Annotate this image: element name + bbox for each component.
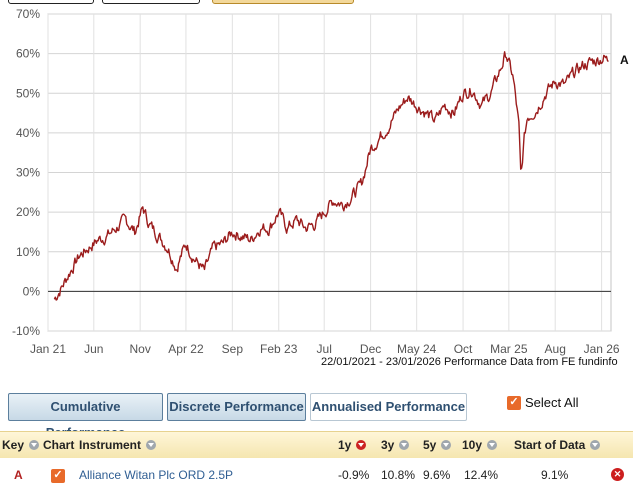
y-tick-label: 30% (16, 166, 40, 180)
top-button-1[interactable] (8, 0, 94, 4)
x-tick-label: Oct (454, 342, 473, 356)
sort-arrow-icon[interactable] (590, 440, 601, 450)
x-tick-label: Aug (545, 342, 566, 356)
value-10y: 12.4% (464, 468, 499, 482)
x-tick-label: May 24 (397, 342, 437, 356)
x-tick-label: Jul (317, 342, 332, 356)
y-tick-label: -10% (12, 324, 40, 338)
header-1y[interactable]: 1y (338, 438, 367, 452)
remove-icon[interactable]: ✕ (611, 468, 624, 481)
y-tick-label: 10% (16, 245, 40, 259)
tab-cumulative-performance[interactable]: Cumulative Performance (8, 393, 163, 440)
select-all-checkbox[interactable]: ✓ (507, 395, 521, 410)
row-chart-checkbox[interactable]: ✓ (51, 467, 65, 483)
sort-arrow-icon[interactable] (441, 440, 452, 450)
series-line-A (53, 51, 609, 301)
check-icon: ✓ (53, 469, 63, 481)
top-button-3[interactable] (212, 0, 354, 4)
sort-arrow-icon[interactable] (399, 440, 410, 450)
x-axis-labels: Jan 21 Jun Nov Apr 22 Sep Feb 23 Jul Dec May 24 O… (30, 342, 620, 356)
row-key: A (14, 468, 23, 482)
series-end-label: A (620, 53, 629, 67)
sort-arrow-icon[interactable] (146, 440, 157, 450)
y-tick-label: 40% (16, 126, 40, 140)
header-3y[interactable]: 3y (381, 438, 410, 452)
period-label: 22/01/2021 - 23/01/2026 Performance Data… (321, 356, 618, 368)
header-key[interactable]: Key (2, 438, 40, 452)
select-all-label: Select All (525, 395, 579, 410)
performance-chart: 70% 60% 50% 40% 30% 20% 10% 0% -10% Jan 21 Jun Nov… (12, 7, 629, 356)
y-tick-label: 0% (23, 284, 41, 298)
x-tick-label: Nov (129, 342, 150, 356)
header-5y[interactable]: 5y (423, 438, 452, 452)
header-chart[interactable]: Chart (43, 438, 75, 452)
instrument-link[interactable]: Alliance Witan Plc ORD 2.5P (79, 468, 234, 482)
y-tick-label: 20% (16, 205, 40, 219)
tab-annualised-performance[interactable]: Annualised Performance (310, 393, 467, 421)
x-tick-label: Mar 25 (490, 342, 528, 356)
y-axis-labels: 70% 60% 50% 40% 30% 20% 10% 0% -10% (12, 7, 40, 338)
chart-grid (47, 13, 611, 332)
x-tick-label: Jan 21 (30, 342, 66, 356)
value-start-of-data: 9.1% (541, 468, 569, 482)
check-icon: ✓ (509, 396, 519, 408)
y-tick-label: 70% (16, 7, 40, 21)
y-tick-label: 50% (16, 86, 40, 100)
value-3y: 10.8% (381, 468, 416, 482)
header-start-of-data[interactable]: Start of Data (514, 438, 601, 452)
tab-discrete-performance[interactable]: Discrete Performance (167, 393, 306, 421)
x-tick-label: Feb 23 (260, 342, 298, 356)
value-5y: 9.6% (423, 468, 451, 482)
x-tick-label: Jun (84, 342, 103, 356)
sort-arrow-icon[interactable] (487, 440, 498, 450)
table-header: Key Chart Instrument 1y 3y 5y 10y Start … (0, 431, 633, 459)
x-tick-label: Apr 22 (168, 342, 204, 356)
select-all-toggle[interactable]: ✓ Select All (507, 395, 578, 410)
value-1y: -0.9% (338, 468, 370, 482)
header-instrument[interactable]: Instrument (79, 438, 157, 452)
x-tick-label: Jan 26 (584, 342, 620, 356)
x-tick-label: Sep (222, 342, 244, 356)
header-10y[interactable]: 10y (462, 438, 498, 452)
sort-arrow-icon-active[interactable] (356, 440, 367, 450)
top-button-2[interactable] (102, 0, 200, 4)
sort-arrow-icon[interactable] (29, 440, 40, 450)
y-tick-label: 60% (16, 47, 40, 61)
x-tick-label: Dec (360, 342, 381, 356)
table-row: A ✓ Alliance Witan Plc ORD 2.5P -0.9% 10… (0, 458, 633, 490)
